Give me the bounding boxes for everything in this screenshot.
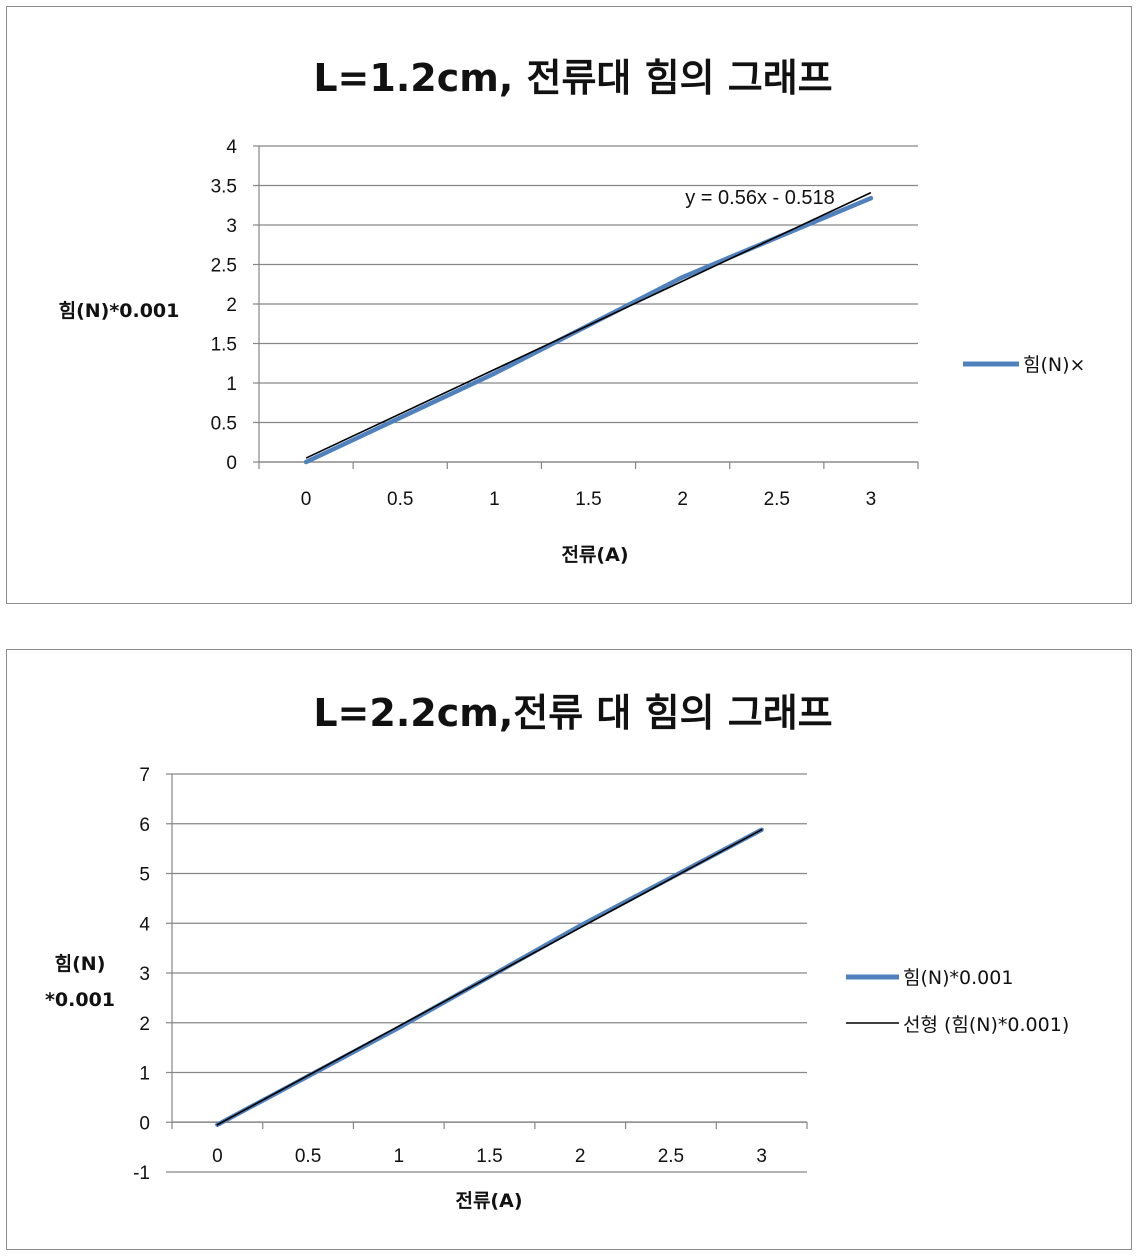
c1-y-tick-label: 2.5 [211,256,237,277]
c2-series-1-line [216,828,763,1126]
chart-2-legend: 힘(N)*0.001 선형 (힘(N)*0.001) [846,967,1069,1036]
c2-y-tick-label: -1 [133,1163,150,1184]
c1-x-tick-label: 1.5 [575,489,601,510]
c1-x-tick-label: 3 [866,489,877,510]
chart-2-y-axis-label-line2: *0.001 [45,989,115,1011]
c2-y-tick-label: 3 [139,964,150,985]
chart-1-svg: L=1.2cm, 전류대 힘의 그래프 0 0.5 1 1.5 2 2.5 3 3.5 4 0 0… [59,56,1086,566]
c2-x-tick-label: 2 [575,1146,586,1167]
c2-x-tick-label: 2.5 [658,1146,684,1167]
c2-x-tick-label: 0 [212,1146,223,1167]
c1-y-tick-label: 0 [226,453,237,474]
c2-y-tick-label: 0 [139,1113,150,1134]
c2-y-tick-label: 4 [139,914,150,935]
chart-2-y-axis-label-line1: 힘(N) [55,953,106,975]
c2-x-tick-label: 0.5 [295,1146,321,1167]
c1-x-tick-label: 0 [301,489,312,510]
c1-y-tick-label: 0.5 [211,414,237,435]
c2-x-tick-label: 1.5 [476,1146,502,1167]
c1-x-tick-label: 2 [677,489,688,510]
c1-y-tick-label: 1.5 [211,335,237,356]
c1-x-tick-label: 2.5 [764,489,790,510]
chart-1-x-axis-label: 전류(A) [561,544,628,566]
c2-y-tick-label: 5 [139,865,150,886]
c2-y-tick-label: 2 [139,1014,150,1035]
c1-trendline [305,191,872,459]
chart-2-title: L=2.2cm,전류 대 힘의 그래프 [313,691,832,735]
chart-1-y-axis-label: 힘(N)*0.001 [59,300,180,322]
chart-panel-2: L=2.2cm,전류 대 힘의 그래프 -1 0 1 2 3 4 5 6 7 0 0.5 1 1.5 2… [6,649,1132,1250]
c1-x-tick-label: 1 [489,489,500,510]
chart-2-legend-label-series: 힘(N)*0.001 [903,967,1013,989]
chart-1-trendline-equation: y = 0.56x - 0.518 [685,187,835,209]
c1-y-tick-label: 4 [226,137,237,158]
chart-1-legend: 힘(N)× [963,354,1085,376]
c1-x-tick-label: 0.5 [387,489,413,510]
chart-1-legend-label: 힘(N)× [1023,354,1085,376]
c1-y-tick-label: 2 [226,295,237,316]
c1-y-tick-label: 3.5 [211,177,237,198]
c1-y-tick-label: 3 [226,216,237,237]
chart-1-title: L=1.2cm, 전류대 힘의 그래프 [313,56,832,100]
c2-x-tick-label: 1 [393,1146,404,1167]
c2-y-tick-label: 1 [139,1064,150,1085]
c2-y-tick-label: 7 [139,765,150,786]
chart-2-legend-label-trendline: 선형 (힘(N)*0.001) [903,1014,1069,1036]
c2-y-tick-label: 6 [139,815,150,836]
c2-x-tick-label: 3 [756,1146,767,1167]
chart-2-svg: L=2.2cm,전류 대 힘의 그래프 -1 0 1 2 3 4 5 6 7 0 0.5 1 1.5 2… [45,691,1069,1212]
chart-panel-1: L=1.2cm, 전류대 힘의 그래프 0 0.5 1 1.5 2 2.5 3 3.5 4 0 0… [6,6,1132,604]
c1-y-tick-label: 1 [226,374,237,395]
chart-2-x-axis-label: 전류(A) [455,1190,522,1212]
